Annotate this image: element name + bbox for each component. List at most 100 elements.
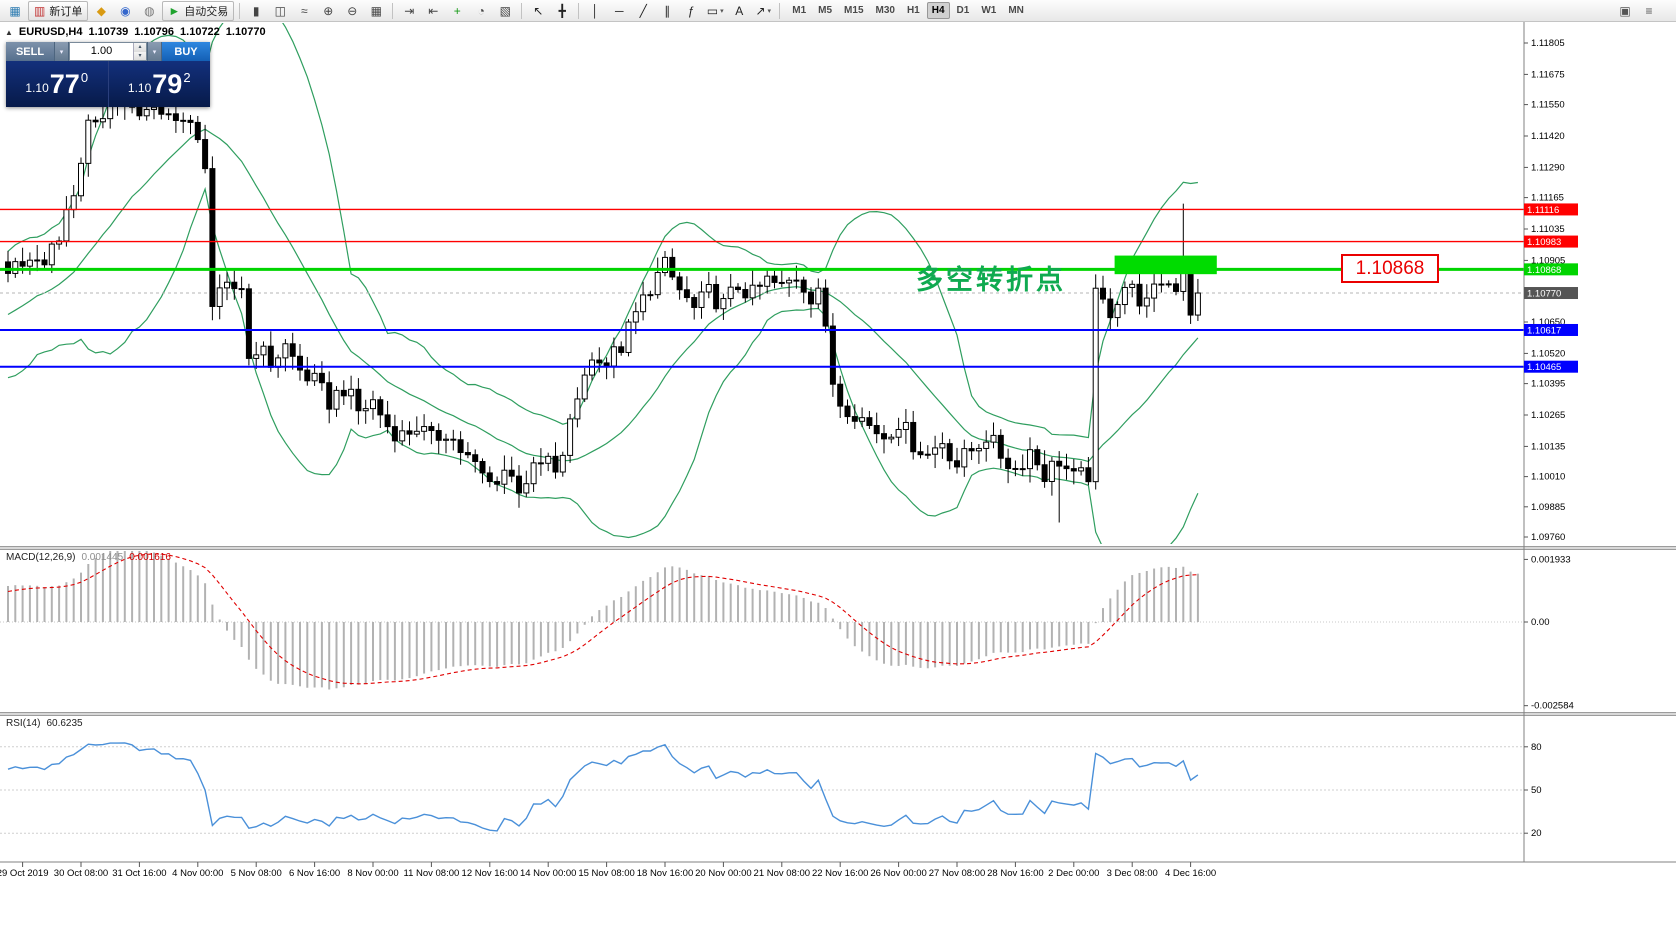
expert-advisors-icon[interactable]: ◆ [89, 2, 113, 20]
one-click-prices: 1.10 77 0 1.10 79 2 [6, 61, 210, 107]
templates-icon[interactable]: ▧ [493, 2, 517, 20]
periods-icon-glyph: ◔ [477, 3, 485, 18]
vertical-line-icon[interactable]: │ [583, 2, 607, 20]
sound-icon[interactable]: ◍ [137, 2, 161, 20]
svg-text:1.11805: 1.11805 [1531, 38, 1565, 49]
auto-scroll-icon[interactable]: ⇥ [397, 2, 421, 20]
chart-shift-icon[interactable]: ⇤ [421, 2, 445, 20]
timeframe-d1[interactable]: D1 [956, 5, 970, 16]
cursor-icon[interactable]: ↖ [526, 2, 550, 20]
zoom-in-icon[interactable]: ⊕ [316, 2, 340, 20]
tile-windows-icon-glyph: ▦ [370, 3, 382, 18]
market-watch-icon[interactable]: ◉ [113, 2, 137, 20]
timeframe-m15[interactable]: M15 [844, 5, 864, 16]
timeframe-h4[interactable]: H4 [926, 2, 950, 19]
svg-text:20: 20 [1531, 828, 1542, 839]
crosshair-icon[interactable]: ╋ [550, 2, 574, 20]
timeframe-w1[interactable]: W1 [981, 5, 997, 16]
svg-text:28 Nov 16:00: 28 Nov 16:00 [987, 868, 1044, 879]
fibonacci-icon[interactable]: ƒ [679, 2, 703, 20]
svg-text:6 Nov 16:00: 6 Nov 16:00 [289, 868, 340, 879]
svg-text:1.10905: 1.10905 [1531, 255, 1565, 266]
autotrading-button-glyph: ► [168, 3, 181, 18]
new-order-button[interactable]: ▥ 新订单 [28, 0, 89, 21]
channel-icon-glyph: ∥ [664, 3, 671, 18]
macd-layer [7, 551, 1199, 690]
toolbar-separator [521, 2, 523, 19]
turning-zone-rect[interactable] [1114, 255, 1217, 275]
sell-button[interactable]: SELL [6, 42, 54, 61]
sell-price-big: 77 [49, 68, 80, 99]
svg-text:1.11420: 1.11420 [1531, 131, 1565, 142]
crosshair-icon-glyph: ╋ [558, 3, 566, 18]
svg-text:20 Nov 00:00: 20 Nov 00:00 [695, 868, 752, 879]
candlestick-icon-glyph: ◫ [274, 3, 286, 18]
market-watch-icon-glyph: ◉ [120, 3, 131, 18]
svg-text:1.11675: 1.11675 [1531, 69, 1565, 80]
channel-icon[interactable]: ∥ [655, 2, 679, 20]
svg-text:1.10650: 1.10650 [1531, 317, 1565, 328]
candles-layer [5, 89, 1201, 523]
sell-price-sup: 0 [80, 69, 89, 85]
periods-icon[interactable]: ◔ [469, 2, 493, 20]
buy-price-prefix: 1.10 [127, 81, 152, 95]
arrows-icon-caret[interactable]: ▾ [767, 7, 772, 15]
volume-box: 1.00 ▴ ▾ [69, 42, 147, 61]
candlestick-icon[interactable]: ◫ [268, 2, 292, 20]
one-click-toggle[interactable]: ▲ [5, 27, 13, 37]
fibonacci-icon-glyph: ƒ [687, 3, 695, 18]
autotrading-button[interactable]: ► 自动交易 [162, 0, 235, 21]
buy-mode-caret[interactable]: ▾ [147, 42, 162, 61]
zoom-in-icon-glyph: ⊕ [323, 3, 334, 18]
svg-text:1.09760: 1.09760 [1531, 532, 1565, 543]
sell-mode-caret[interactable]: ▾ [54, 42, 69, 61]
menu-icon[interactable]: ≡ [1637, 2, 1661, 20]
dock-icon[interactable]: ▣ [1613, 2, 1637, 20]
buy-price-sup: 2 [183, 69, 191, 85]
buy-button[interactable]: BUY [162, 42, 210, 61]
timeframe-m30[interactable]: M30 [875, 5, 895, 16]
turning-point-annotation[interactable]: 多空转折点 [916, 265, 1066, 295]
shapes-icon[interactable]: ▭ ▾ [703, 2, 727, 20]
toolbar-separator [578, 2, 580, 19]
chart-shift-icon-glyph: ⇤ [428, 3, 439, 18]
timeframe-m1[interactable]: M1 [792, 5, 807, 16]
app-chart-icon[interactable]: ▦ [3, 2, 27, 20]
tile-windows-icon[interactable]: ▦ [364, 2, 388, 20]
rsi-label: RSI(14) 60.6235 [6, 718, 83, 729]
autotrading-button-label: 自动交易 [184, 5, 229, 18]
shapes-icon-caret[interactable]: ▾ [720, 7, 724, 15]
quote-high: 1.10796 [134, 26, 175, 38]
zoom-out-icon[interactable]: ⊖ [340, 2, 364, 20]
buy-price[interactable]: 1.10 79 2 [107, 61, 211, 107]
timeframe-h1[interactable]: H1 [906, 5, 920, 16]
volume-input[interactable]: 1.00 [90, 45, 113, 57]
svg-text:29 Oct 2019: 29 Oct 2019 [0, 868, 48, 879]
sound-icon-glyph: ◍ [144, 3, 155, 18]
quote-close: 1.10770 [225, 26, 266, 38]
timeframe-m5[interactable]: M5 [818, 5, 833, 16]
trendline-icon[interactable]: ╱ [631, 2, 655, 20]
timeframe-mn[interactable]: MN [1008, 5, 1024, 16]
svg-text:1.11290: 1.11290 [1531, 162, 1565, 173]
text-icon[interactable]: A [727, 2, 751, 20]
sell-price[interactable]: 1.10 77 0 [6, 61, 108, 107]
svg-text:-0.002584: -0.002584 [1531, 701, 1574, 712]
zoom-out-icon-glyph: ⊖ [347, 3, 358, 18]
svg-text:4 Dec 16:00: 4 Dec 16:00 [1165, 868, 1216, 879]
bar-chart-icon[interactable]: ▮ [244, 2, 268, 20]
volume-up-button[interactable]: ▴ [134, 43, 146, 52]
volume-down-button[interactable]: ▾ [134, 51, 146, 60]
horizontal-line-icon[interactable]: ─ [607, 2, 631, 20]
arrows-icon-glyph: ↗ [755, 3, 766, 18]
svg-text:27 Nov 08:00: 27 Nov 08:00 [929, 868, 986, 879]
arrows-icon[interactable]: ↗ ▾ [751, 2, 775, 20]
price-flag-label[interactable]: 1.10868 [1341, 254, 1439, 283]
auto-scroll-icon-glyph: ⇥ [404, 3, 415, 18]
sell-price-prefix: 1.10 [25, 81, 49, 95]
toolbar: ▦ ▥ 新订单 ◆ ◉ ◍ ► 自动交易 ▮ ◫ ≈ ⊕ ⊖ ▦ ⇥ ⇤ + ◔ ▧ ↖ ╋ │ ─ ╱ ∥ ƒ ▭ ▾ A ↗ ▾ M1 M5… [0, 0, 1676, 22]
line-chart-icon[interactable]: ≈ [292, 2, 316, 20]
indicators-icon[interactable]: + [445, 2, 469, 20]
symbol-period: EURUSD,H4 [18, 26, 83, 38]
